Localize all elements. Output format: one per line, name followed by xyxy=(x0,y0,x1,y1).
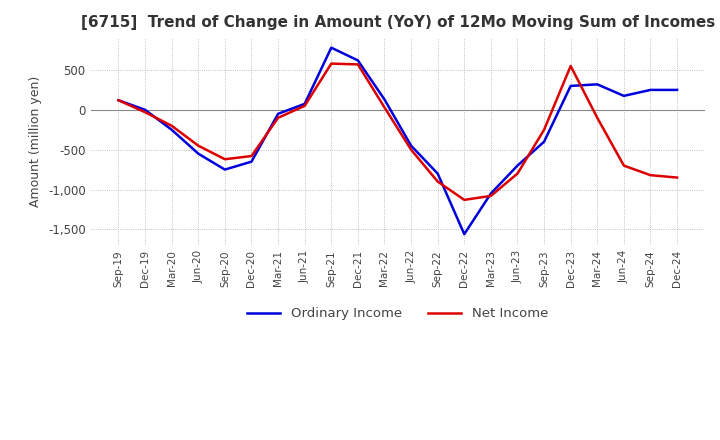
Net Income xyxy=(300,103,309,109)
Net Income xyxy=(220,157,229,162)
Ordinary Income xyxy=(380,97,389,102)
Y-axis label: Amount (million yen): Amount (million yen) xyxy=(30,76,42,207)
Ordinary Income xyxy=(646,87,654,92)
Title: [6715]  Trend of Change in Amount (YoY) of 12Mo Moving Sum of Incomes: [6715] Trend of Change in Amount (YoY) o… xyxy=(81,15,715,30)
Ordinary Income xyxy=(672,87,681,92)
Net Income xyxy=(593,115,602,121)
Net Income xyxy=(114,98,123,103)
Line: Ordinary Income: Ordinary Income xyxy=(119,48,677,234)
Ordinary Income xyxy=(540,139,549,144)
Net Income xyxy=(354,62,362,67)
Net Income xyxy=(619,163,628,168)
Net Income xyxy=(327,61,336,66)
Net Income xyxy=(407,147,415,152)
Ordinary Income xyxy=(114,98,123,103)
Ordinary Income xyxy=(407,143,415,148)
Ordinary Income xyxy=(247,159,256,164)
Line: Net Income: Net Income xyxy=(119,64,677,200)
Ordinary Income xyxy=(460,231,469,237)
Net Income xyxy=(274,115,282,121)
Net Income xyxy=(247,154,256,159)
Ordinary Income xyxy=(433,171,442,176)
Legend: Ordinary Income, Net Income: Ordinary Income, Net Income xyxy=(242,302,554,326)
Net Income xyxy=(433,179,442,184)
Ordinary Income xyxy=(513,163,522,168)
Net Income xyxy=(672,175,681,180)
Net Income xyxy=(567,63,575,69)
Ordinary Income xyxy=(619,93,628,99)
Net Income xyxy=(380,105,389,110)
Ordinary Income xyxy=(274,111,282,117)
Net Income xyxy=(167,123,176,128)
Ordinary Income xyxy=(567,83,575,88)
Net Income xyxy=(194,143,202,148)
Net Income xyxy=(513,171,522,176)
Net Income xyxy=(460,197,469,202)
Ordinary Income xyxy=(167,127,176,132)
Ordinary Income xyxy=(354,58,362,63)
Ordinary Income xyxy=(593,82,602,87)
Ordinary Income xyxy=(300,101,309,106)
Ordinary Income xyxy=(487,191,495,196)
Net Income xyxy=(646,172,654,178)
Ordinary Income xyxy=(327,45,336,50)
Net Income xyxy=(141,110,150,115)
Ordinary Income xyxy=(194,151,202,156)
Net Income xyxy=(540,127,549,132)
Net Income xyxy=(487,193,495,198)
Ordinary Income xyxy=(141,107,150,113)
Ordinary Income xyxy=(220,167,229,172)
